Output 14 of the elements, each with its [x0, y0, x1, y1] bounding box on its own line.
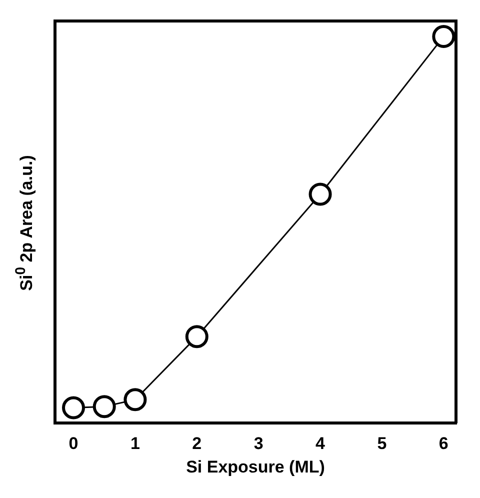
point — [185, 325, 208, 348]
x-tick-label: 4 — [316, 434, 326, 454]
x-tick-label: 2 — [192, 434, 202, 454]
x-tick-label: 3 — [254, 434, 264, 454]
point — [432, 24, 456, 48]
x-tick-label: 5 — [377, 434, 387, 454]
x-tick-label: 0 — [68, 434, 78, 454]
point — [124, 388, 147, 412]
point — [62, 396, 86, 420]
x-tick-label: 1 — [130, 434, 140, 454]
x-tick-label: 6 — [438, 434, 448, 454]
point — [92, 395, 116, 418]
point — [308, 182, 332, 206]
x-axis-title: Si Exposure (ML) — [186, 457, 325, 476]
